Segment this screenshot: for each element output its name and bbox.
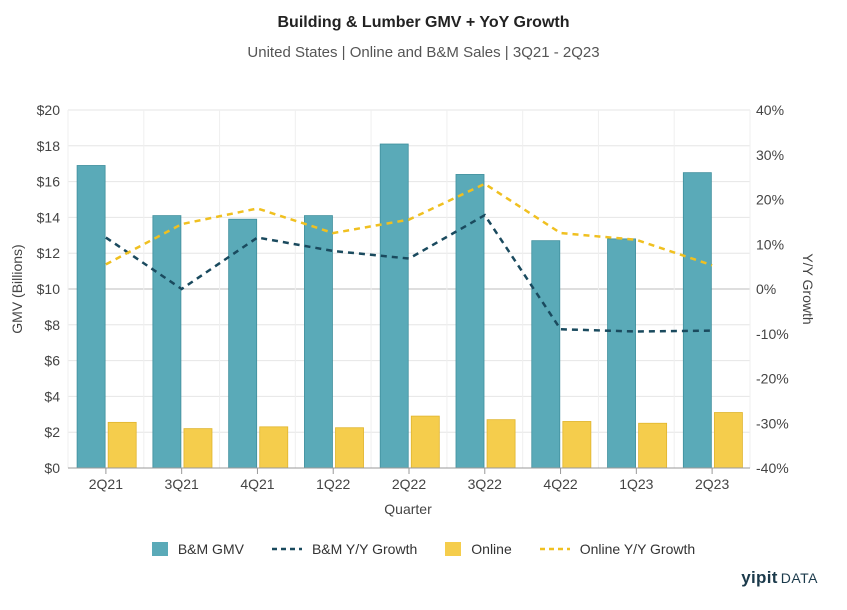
y-tick-label: $14 [37, 209, 61, 225]
y-tick-label: $16 [37, 174, 61, 190]
legend-label-bm-growth: B&M Y/Y Growth [311, 541, 418, 557]
bar-bm-gmv [531, 240, 561, 469]
bar-bm-gmv [455, 174, 485, 469]
line-online-growth [105, 182, 713, 267]
bar-online [410, 415, 440, 469]
y2-tick-label: 10% [756, 236, 784, 252]
bar-online [486, 419, 516, 469]
y2-tick-label: 0% [756, 281, 776, 297]
bar-online [259, 426, 289, 469]
y2-tick-label: 20% [756, 192, 784, 208]
bar-online [562, 421, 592, 469]
bar-online [638, 422, 668, 469]
x-tick-label: 3Q21 [165, 476, 199, 492]
y2-tick-label: 30% [756, 147, 784, 163]
y2-tick-label: -40% [756, 460, 789, 476]
legend-swatch-online-growth [539, 547, 570, 551]
legend-item-bm-growth[interactable]: B&M Y/Y Growth [271, 541, 418, 557]
legend-label-online: Online [471, 541, 512, 557]
legend-label-online-growth: Online Y/Y Growth [579, 541, 696, 557]
legend-item-bm-gmv[interactable]: B&M GMV [151, 541, 244, 557]
legend-label-bm-gmv: B&M GMV [177, 541, 244, 557]
legend-item-online-growth[interactable]: Online Y/Y Growth [539, 541, 696, 557]
y-tick-label: $20 [37, 102, 61, 118]
bar-bm-gmv [379, 143, 409, 469]
y-tick-label: $0 [44, 460, 60, 476]
x-tick-label: 2Q23 [695, 476, 729, 492]
gridlines [67, 109, 751, 469]
y-axis-right: -40% -30% -20% -10% 0% 10% 20% 30% 40% [756, 102, 789, 476]
y2-tick-label: -20% [756, 371, 789, 387]
x-tick-label: 4Q22 [543, 476, 577, 492]
y2-tick-label: -10% [756, 326, 789, 342]
bar-bm-gmv [682, 172, 712, 469]
line-bm-growth [105, 213, 713, 333]
bar-online [713, 412, 743, 469]
bar-group [76, 143, 743, 469]
x-tick-label: 2Q21 [89, 476, 123, 492]
y-axis-label: GMV (Billions) [9, 244, 25, 333]
x-axis-label: Quarter [384, 501, 432, 517]
legend-swatch-online [445, 542, 462, 556]
x-tick-label: 1Q23 [619, 476, 653, 492]
chart-title: Building & Lumber GMV + YoY Growth [277, 14, 570, 31]
x-tick-label: 4Q21 [240, 476, 274, 492]
bar-bm-gmv [228, 218, 258, 469]
x-tick-label: 2Q22 [392, 476, 426, 492]
x-tick-label: 1Q22 [316, 476, 350, 492]
logo-suffix: DATA [780, 570, 818, 586]
legend-item-online[interactable]: Online [445, 541, 512, 557]
chart-subtitle: United States | Online and B&M Sales | 3… [247, 44, 600, 61]
bar-online [335, 427, 364, 469]
chart-legend: B&M GMV B&M Y/Y Growth Online Online Y/Y… [0, 541, 847, 557]
y2-tick-label: -30% [756, 415, 789, 431]
x-tick-label: 3Q22 [468, 476, 502, 492]
y-tick-label: $12 [37, 245, 61, 261]
legend-swatch-bm-gmv [151, 542, 168, 556]
bar-bm-gmv [152, 215, 182, 469]
chart-canvas: $0 $2 $4 $6 $8 $10 $12 $14 $16 $18 $20 -40% -30% -20… [9, 102, 816, 517]
y-tick-label: $8 [44, 317, 60, 333]
line-group [105, 182, 713, 333]
x-axis: 2Q21 3Q21 4Q21 1Q22 2Q22 3Q22 4Q22 1Q23 2Q23 [68, 467, 750, 492]
bar-bm-gmv [76, 165, 106, 469]
y-axis-left: $0 $2 $4 $6 $8 $10 $12 $14 $16 $18 $20 [37, 102, 61, 476]
bar-bm-gmv [607, 238, 636, 469]
y-tick-label: $2 [44, 424, 60, 440]
bar-online [183, 428, 213, 469]
y-tick-label: $18 [37, 138, 61, 154]
y2-tick-label: 40% [756, 102, 784, 118]
bar-online [107, 421, 137, 469]
y2-axis-label: Y/Y Growth [800, 253, 816, 324]
logo-main: yipit [741, 568, 778, 587]
legend-swatch-bm-growth [271, 547, 302, 551]
yipit-data-logo: yipit DATA [741, 568, 818, 588]
y-tick-label: $10 [37, 281, 61, 297]
y-tick-label: $4 [44, 388, 60, 404]
y-tick-label: $6 [44, 353, 60, 369]
bar-bm-gmv [304, 215, 333, 469]
